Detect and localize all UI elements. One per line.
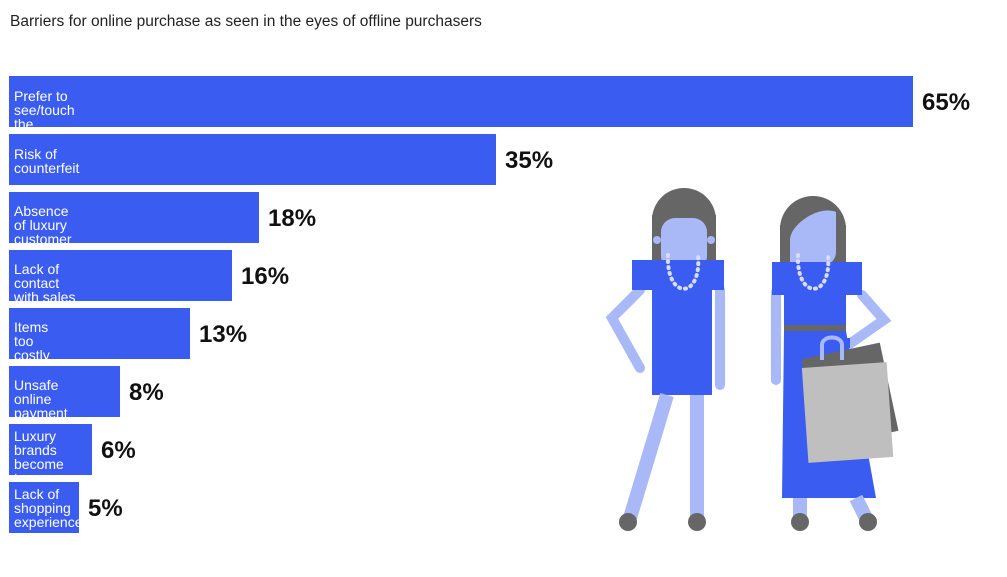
- bar-value-label: 35%: [505, 147, 554, 174]
- bar-value-label: 6%: [101, 437, 136, 464]
- chart-title: Barriers for online purchase as seen in …: [10, 13, 482, 30]
- bar-label: Unsafe online payment: [14, 377, 68, 421]
- bar-value-label: 65%: [922, 89, 971, 116]
- bar: [9, 366, 120, 417]
- bar: [9, 424, 92, 475]
- shoppers-illustration: [605, 188, 899, 531]
- bar: [9, 76, 913, 127]
- bar-value-label: 16%: [241, 263, 290, 290]
- bar-value-label: 8%: [129, 379, 164, 406]
- woman-right-figure: [771, 196, 899, 531]
- shopping-bag-icon: [801, 335, 899, 463]
- bar: [9, 250, 232, 301]
- bar-label: Risk of counterfeit: [14, 146, 80, 176]
- bar-label: Lack of shopping experience: [14, 486, 83, 530]
- bar: [9, 192, 259, 243]
- bar: [9, 482, 79, 533]
- bar-value-label: 13%: [199, 321, 248, 348]
- bar: [9, 308, 190, 359]
- bar: [9, 134, 496, 185]
- woman-left-figure: [605, 188, 725, 531]
- bar-value-label: 5%: [88, 495, 123, 522]
- bar-value-label: 18%: [268, 205, 317, 232]
